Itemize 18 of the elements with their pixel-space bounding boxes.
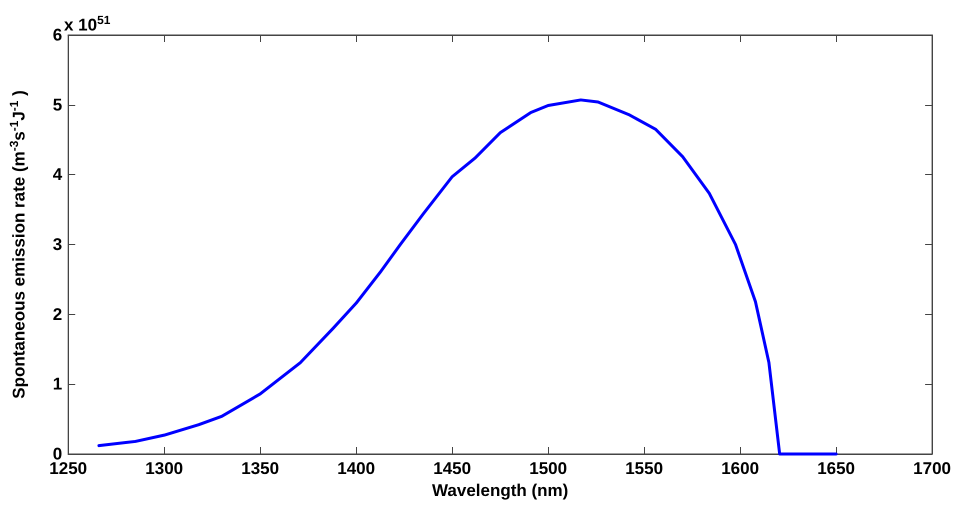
y-tick-label: 6 — [52, 26, 62, 44]
y-tick-label: 3 — [52, 235, 62, 254]
x-tick-label: 1600 — [721, 459, 760, 478]
x-axis-title: Wavelength (nm) — [432, 480, 568, 500]
x-tick-label: 1550 — [625, 459, 664, 478]
y-tick-label: 2 — [52, 304, 62, 324]
line-series — [97, 98, 838, 456]
x-tick-label: 1300 — [145, 459, 184, 478]
y-tick-label: 5 — [52, 95, 62, 114]
y-axis-title: Spontaneous emission rate (m-3s-1J-1 ) — [7, 90, 29, 399]
x-tick-label: 1500 — [529, 459, 568, 478]
x-tick-label: 1650 — [817, 459, 856, 478]
x-tick-label: 1450 — [433, 459, 472, 478]
y-tick-label: 4 — [52, 165, 63, 184]
x-tick-label: 1400 — [337, 459, 376, 478]
x-tick-label: 1350 — [241, 459, 280, 478]
y-tick-label: 1 — [52, 374, 62, 394]
x-tick-label: 1700 — [913, 459, 952, 478]
